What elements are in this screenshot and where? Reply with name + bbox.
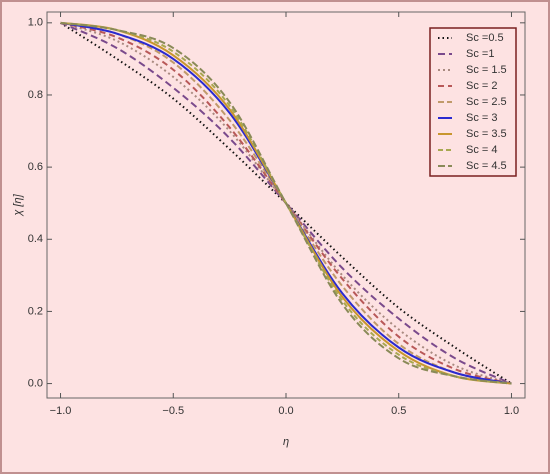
y-tick-label: 0.4: [28, 233, 43, 245]
series-line: [60, 21, 512, 385]
legend-label: Sc =0.5: [466, 32, 504, 44]
series-line: [60, 21, 512, 385]
y-axis-label: χ [η]: [12, 193, 24, 216]
legend-label: Sc = 1.5: [466, 64, 507, 76]
y-tick-label: 0.2: [28, 305, 43, 317]
legend-box: [429, 27, 517, 177]
legend-label: Sc = 3.5: [466, 128, 507, 140]
legend-label: Sc = 2: [466, 80, 498, 92]
y-tick-label: 1.0: [28, 17, 43, 29]
x-tick-label: −1.0: [50, 405, 72, 417]
legend-label: Sc =1: [466, 48, 494, 60]
legend-label: Sc = 4.5: [466, 160, 507, 172]
y-tick-label: 0.8: [28, 89, 43, 101]
y-tick-label: 0.0: [28, 377, 43, 389]
x-tick-label: −0.5: [162, 405, 184, 417]
x-tick-label: 0.5: [391, 405, 406, 417]
legend-label: Sc = 4: [466, 144, 498, 156]
legend-label: Sc = 3: [466, 112, 498, 124]
x-axis-label: η: [283, 436, 289, 448]
legend-label: Sc = 2.5: [466, 96, 507, 108]
x-tick-label: 0.0: [278, 405, 293, 417]
y-tick-label: 0.6: [28, 161, 43, 173]
x-tick-label: 1.0: [504, 405, 519, 417]
